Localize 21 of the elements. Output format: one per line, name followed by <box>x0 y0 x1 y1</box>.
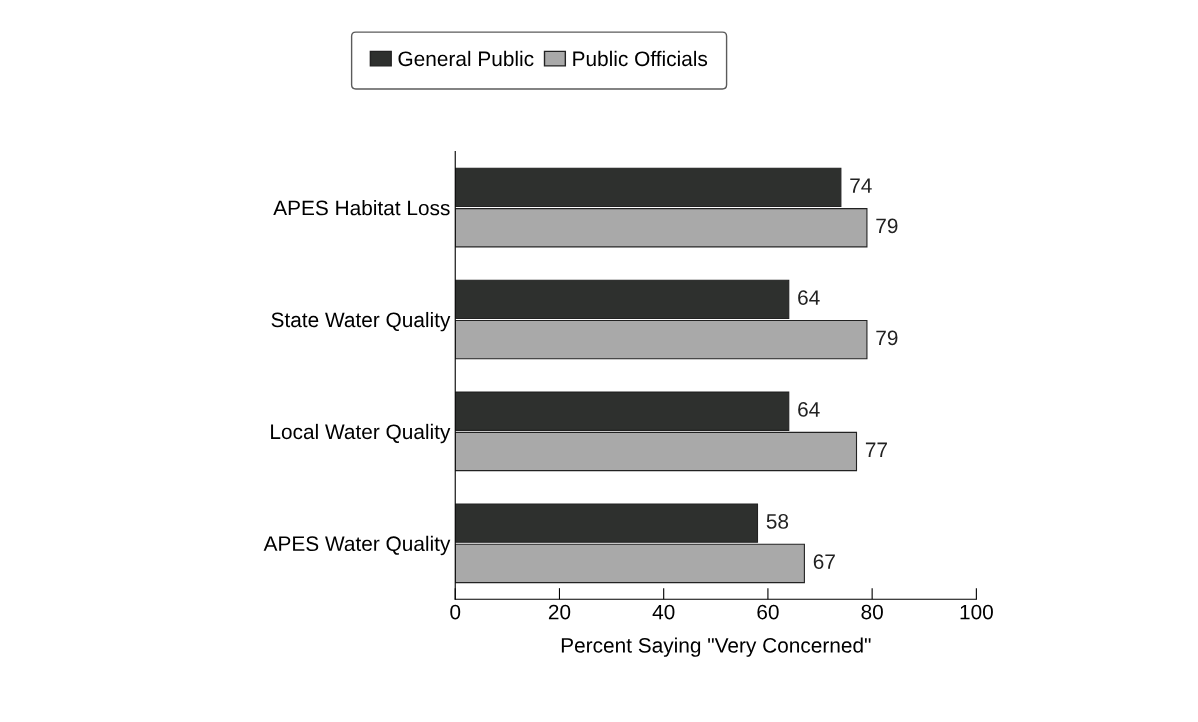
data-label: 77 <box>865 442 887 457</box>
data-label: 79 <box>876 330 898 346</box>
y-tick-label: APES Water Quality <box>263 535 451 556</box>
x-tick-label: 60 <box>757 604 779 620</box>
y-tick-label: Local Water Quality <box>271 423 451 444</box>
data-label: 74 <box>850 178 872 193</box>
y-tick-label: State Water Quality <box>271 311 451 332</box>
x-tick-label: 0 <box>450 604 461 620</box>
legend-label: Public Officials <box>573 50 708 67</box>
y-tick-label: APES Habitat Loss <box>273 200 450 216</box>
data-label: 58 <box>766 514 789 529</box>
x-tick-label: 80 <box>861 604 883 620</box>
data-label: 67 <box>813 554 835 570</box>
data-label: 79 <box>876 218 898 234</box>
x-tick-label: 20 <box>548 604 571 620</box>
x-axis-title: Percent Saying "Very Concerned" <box>561 637 871 657</box>
x-tick-label: 40 <box>652 604 675 620</box>
data-label: 64 <box>798 402 820 417</box>
x-tick-label: 100 <box>960 604 993 620</box>
data-label: 64 <box>798 290 820 305</box>
legend-label: General Public <box>398 50 534 67</box>
